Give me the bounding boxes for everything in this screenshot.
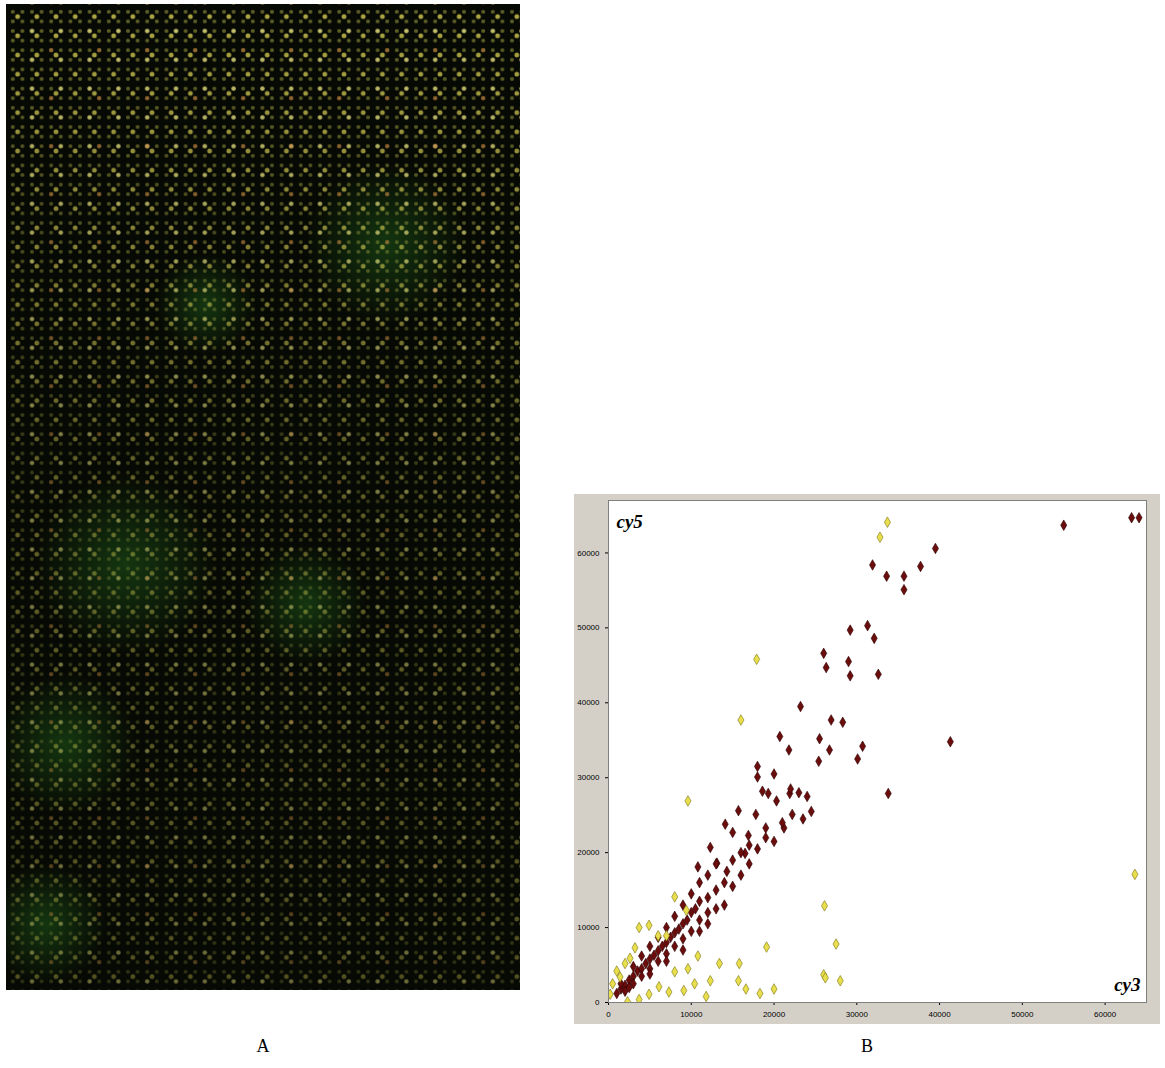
svg-text:10000: 10000 (680, 1010, 703, 1019)
svg-text:50000: 50000 (1011, 1010, 1034, 1019)
svg-text:cy3: cy3 (1114, 974, 1140, 995)
svg-text:30000: 30000 (846, 1010, 869, 1019)
svg-text:40000: 40000 (577, 698, 600, 707)
svg-text:30000: 30000 (577, 773, 600, 782)
svg-text:0: 0 (606, 1010, 611, 1019)
svg-text:60000: 60000 (577, 549, 600, 558)
svg-text:50000: 50000 (577, 623, 600, 632)
svg-text:20000: 20000 (577, 848, 600, 857)
html-text:A: A (256, 1036, 270, 1056)
html-text:B: B (861, 1036, 873, 1056)
svg-text:20000: 20000 (763, 1010, 786, 1019)
svg-text:0: 0 (595, 998, 600, 1007)
svg-text:40000: 40000 (928, 1010, 951, 1019)
svg-text:cy5: cy5 (617, 511, 644, 532)
svg-text:10000: 10000 (577, 923, 600, 932)
svg-text:60000: 60000 (1094, 1010, 1117, 1019)
